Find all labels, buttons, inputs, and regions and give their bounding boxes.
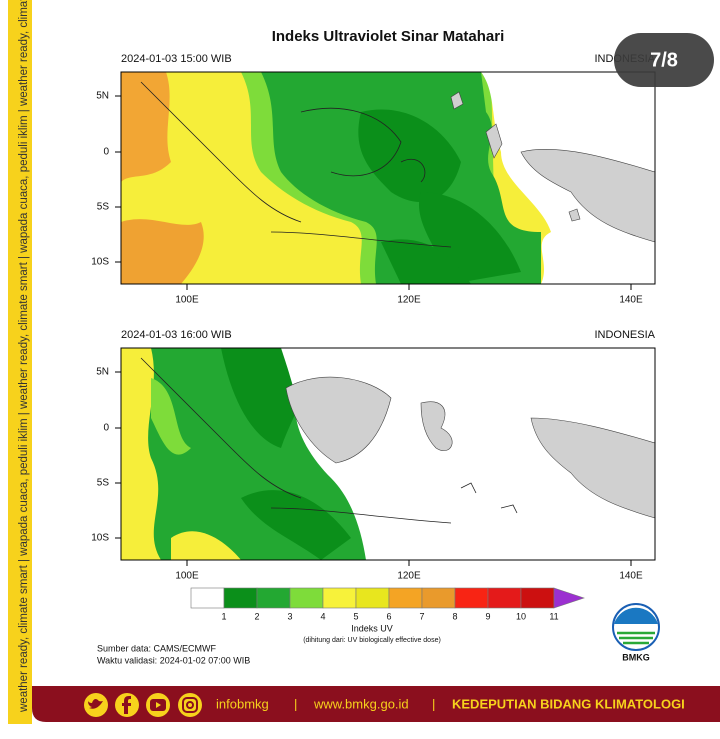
footer-website: www.bmkg.go.id bbox=[313, 696, 409, 711]
panel-datetime: 2024-01-03 15:00 WIB bbox=[121, 53, 232, 65]
lat-label: 10S bbox=[91, 257, 109, 268]
footer-band bbox=[32, 686, 720, 722]
colorbar-tick-label: 10 bbox=[516, 611, 526, 621]
colorbar-box bbox=[322, 587, 357, 609]
colorbar-tick-label: 6 bbox=[386, 611, 391, 621]
colorbar-title: Indeks UV bbox=[351, 623, 393, 633]
lat-label: 5N bbox=[96, 91, 109, 102]
footer-department: KEDEPUTIAN BIDANG KLIMATOLOGI bbox=[452, 696, 685, 711]
lon-label: 120E bbox=[397, 571, 421, 582]
lon-label: 140E bbox=[619, 571, 643, 582]
lat-label: 0 bbox=[103, 423, 109, 434]
colorbar-box bbox=[487, 587, 522, 609]
title: Indeks Ultraviolet Sinar Matahari bbox=[272, 28, 505, 45]
colorbar-tick-label: 9 bbox=[485, 611, 490, 621]
colorbar-tick-label: 7 bbox=[419, 611, 424, 621]
colorbar-box bbox=[355, 587, 390, 609]
lat-label: 10S bbox=[91, 533, 109, 544]
side-text: weather ready, climate smart | wapada cu… bbox=[18, 0, 30, 713]
colorbar-tick-label: 3 bbox=[287, 611, 292, 621]
colorbar-arrow bbox=[553, 587, 585, 609]
colorbar-box bbox=[256, 587, 291, 609]
footer-separator: | bbox=[294, 696, 297, 711]
footer-separator: | bbox=[432, 696, 435, 711]
lat-label: 5S bbox=[97, 478, 110, 489]
colorbar-box bbox=[289, 587, 324, 609]
colorbar-box bbox=[520, 587, 555, 609]
colorbar-tick-label: 8 bbox=[452, 611, 457, 621]
lat-label: 0 bbox=[103, 147, 109, 158]
colorbar-box bbox=[421, 587, 456, 609]
page-badge bbox=[614, 33, 714, 87]
lon-label: 100E bbox=[175, 571, 199, 582]
panel-datetime: 2024-01-03 16:00 WIB bbox=[121, 329, 232, 341]
colorbar-note: (dihitung dari: UV biologically effectiv… bbox=[303, 637, 441, 644]
colorbar-tick-label: 11 bbox=[549, 611, 558, 621]
lat-label: 5N bbox=[96, 367, 109, 378]
colorbar-tick-label: 5 bbox=[353, 611, 358, 621]
validity: Waktu validasi: 2024-01-02 07:00 WIB bbox=[97, 655, 250, 665]
lon-label: 120E bbox=[397, 295, 421, 306]
logo-text: BMKG bbox=[622, 652, 650, 662]
map-panel bbox=[120, 347, 656, 561]
map-panel bbox=[120, 71, 656, 285]
source: Sumber data: CAMS/ECMWF bbox=[97, 643, 217, 653]
colorbar: 1 2 3 4 5 6 7 8 9 10 11 bbox=[190, 587, 585, 621]
side-strip bbox=[8, 0, 32, 724]
footer-handle: infobmkg bbox=[216, 696, 269, 711]
colorbar-box bbox=[454, 587, 489, 609]
colorbar-tick-label: 4 bbox=[320, 611, 325, 621]
page-counter: 7/8 bbox=[650, 49, 678, 71]
social-icons bbox=[84, 693, 202, 717]
colorbar-box bbox=[388, 587, 423, 609]
colorbar-box bbox=[223, 587, 258, 609]
lat-label: 5S bbox=[97, 202, 110, 213]
panel-region: INDONESIA bbox=[594, 329, 655, 341]
colorbar-tick-label: 2 bbox=[254, 611, 259, 621]
lon-label: 140E bbox=[619, 295, 643, 306]
colorbar-box bbox=[190, 587, 225, 609]
lon-label: 100E bbox=[175, 295, 199, 306]
colorbar-tick-label: 1 bbox=[221, 611, 226, 621]
bmkg-logo bbox=[612, 603, 660, 651]
